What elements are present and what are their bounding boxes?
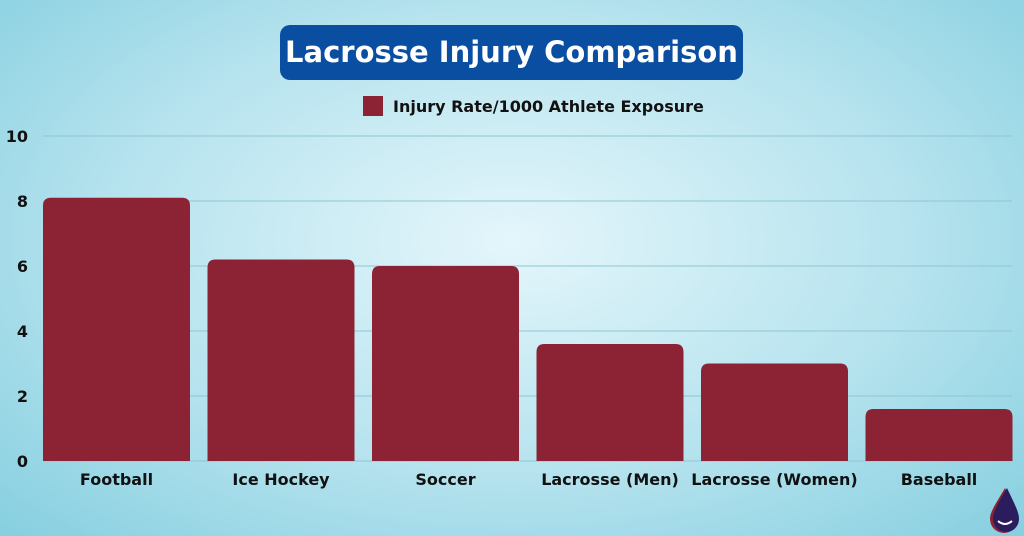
bar — [536, 344, 684, 461]
x-tick-label: Baseball — [901, 470, 978, 489]
bar — [207, 259, 355, 461]
y-tick-label: 8 — [17, 192, 28, 211]
x-tick-label: Ice Hockey — [232, 470, 330, 489]
y-tick-label: 2 — [17, 387, 28, 406]
drop-logo-icon — [990, 488, 1019, 533]
bar — [43, 197, 190, 461]
y-tick-label: 10 — [6, 127, 28, 146]
bar — [701, 363, 848, 461]
x-tick-label: Soccer — [415, 470, 475, 489]
legend-swatch — [363, 96, 383, 116]
legend-label: Injury Rate/1000 Athlete Exposure — [393, 96, 704, 116]
x-tick-label: Football — [80, 470, 153, 489]
y-tick-label: 6 — [17, 257, 28, 276]
x-tick-label: Lacrosse (Men) — [541, 470, 679, 489]
y-tick-label: 4 — [17, 322, 28, 341]
x-tick-label: Lacrosse (Women) — [691, 470, 857, 489]
bar — [865, 409, 1013, 461]
bar — [372, 266, 519, 461]
y-tick-label: 0 — [17, 452, 28, 471]
chart-title: Lacrosse Injury Comparison — [280, 25, 743, 80]
legend: Injury Rate/1000 Athlete Exposure — [363, 96, 704, 116]
